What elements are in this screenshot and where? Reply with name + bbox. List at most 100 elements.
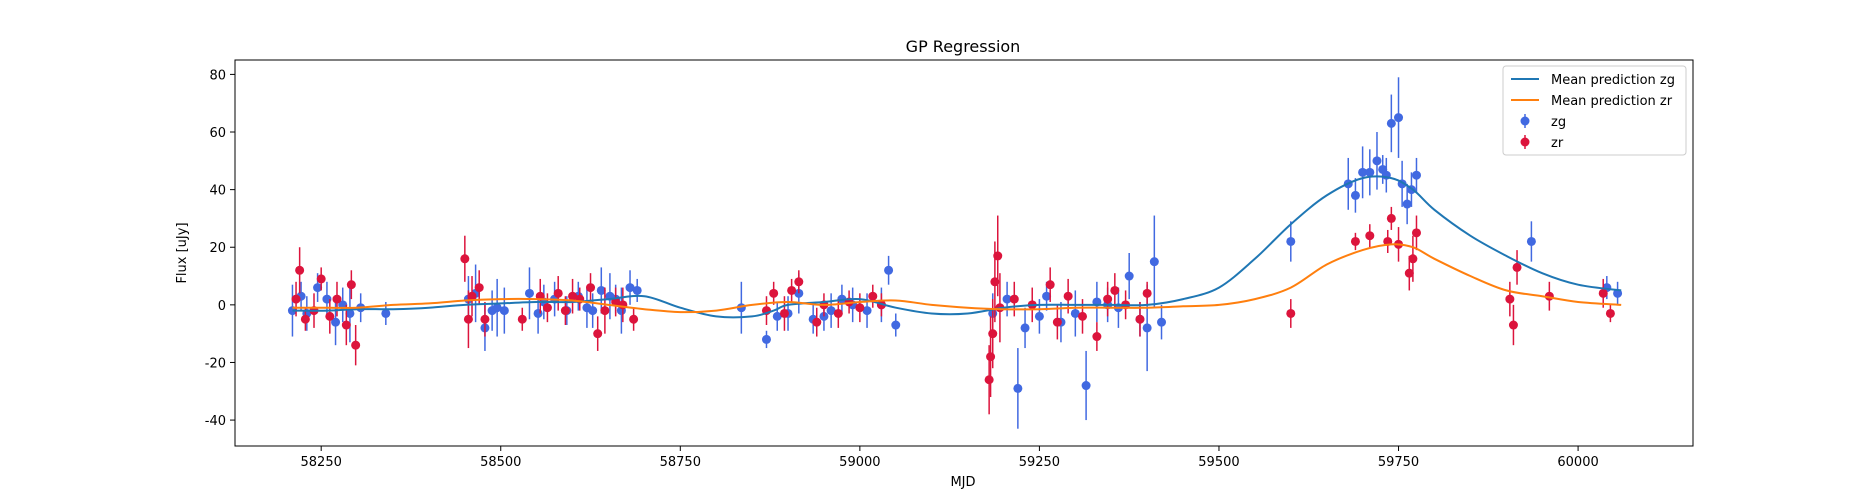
zr-point: [769, 288, 779, 298]
zg-point: [533, 308, 543, 318]
legend-swatch-zr: [1520, 137, 1530, 147]
zg-point: [345, 308, 355, 318]
y-tick-label: 40: [209, 184, 226, 199]
zg-point: [588, 306, 598, 316]
zg-point: [1149, 257, 1159, 267]
zr-point: [1365, 231, 1375, 241]
x-tick-label: 59250: [1019, 455, 1060, 470]
legend: Mean prediction zg Mean prediction zr zg zr: [1502, 65, 1687, 156]
zg-point: [1394, 113, 1404, 123]
zr-point: [480, 314, 490, 324]
zr-point: [351, 340, 361, 350]
zr-point: [291, 294, 301, 304]
x-axis-label: MJD: [950, 475, 975, 490]
zg-point: [884, 265, 894, 275]
zr-point: [517, 314, 527, 324]
zr-point: [794, 277, 804, 287]
zr-point: [463, 314, 473, 324]
zr-point: [855, 303, 865, 313]
legend-box: [1502, 65, 1687, 156]
zr-point: [1052, 317, 1062, 327]
zr-point: [611, 297, 621, 307]
zr-point: [1605, 308, 1615, 318]
line-mean-prediction-zr: [292, 243, 1622, 314]
zg-point: [1034, 311, 1044, 321]
zr-point: [1598, 288, 1608, 298]
zr-point: [593, 329, 603, 339]
zr-point: [1286, 308, 1296, 318]
zr-point: [474, 283, 484, 293]
zr-point: [1078, 311, 1088, 321]
y-axis-label: Flux [uJy]: [175, 222, 190, 283]
zr-point: [984, 375, 994, 385]
zr-point: [295, 265, 305, 275]
zg-point: [625, 283, 635, 293]
x-axis: 58250 58500 58750 59000 59250 59500 59750 60000: [301, 446, 1599, 470]
zr-point: [787, 285, 797, 295]
legend-label-mean-prediction-zg: Mean prediction zg: [1551, 73, 1675, 88]
zr-point: [346, 280, 356, 290]
zg-point: [492, 303, 502, 313]
series-zg: [287, 77, 1623, 429]
zr-point: [325, 311, 335, 321]
zr-point: [1135, 314, 1145, 324]
zr-point: [316, 274, 326, 284]
zr-point: [460, 254, 470, 264]
zg-point: [1365, 167, 1375, 177]
zr-point: [1103, 294, 1113, 304]
zg-point: [772, 311, 782, 321]
zr-point: [1411, 228, 1421, 238]
zg-point: [499, 306, 509, 316]
y-tick-label: 0: [218, 299, 226, 314]
zr-point: [812, 317, 822, 327]
zr-point: [586, 283, 596, 293]
zg-point: [891, 320, 901, 330]
zg-point: [826, 306, 836, 316]
zg-point: [1358, 167, 1368, 177]
zg-point: [632, 285, 642, 295]
zg-point: [1020, 323, 1030, 333]
zr-point: [779, 308, 789, 318]
zg-point: [1526, 236, 1536, 246]
y-tick-label: -20: [205, 356, 226, 371]
zg-point: [1070, 308, 1080, 318]
zr-point: [1142, 288, 1152, 298]
y-tick-label: 20: [209, 241, 226, 256]
plot-area: [287, 77, 1623, 429]
legend-label-zr: zr: [1551, 136, 1564, 151]
zg-point: [1081, 381, 1091, 391]
zg-point: [1350, 190, 1360, 200]
zg-point: [1402, 199, 1412, 209]
zr-point: [868, 291, 878, 301]
x-tick-label: 60000: [1557, 455, 1598, 470]
x-tick-label: 58250: [301, 455, 342, 470]
zr-point: [1045, 280, 1055, 290]
zg-point: [1013, 383, 1023, 393]
y-tick-label: 80: [209, 68, 226, 83]
zg-point: [1157, 317, 1167, 327]
chart-title: GP Regression: [906, 37, 1021, 56]
zr-point: [1110, 285, 1120, 295]
zg-point: [1042, 291, 1052, 301]
zg-point: [524, 288, 534, 298]
legend-swatch-zg: [1520, 116, 1530, 126]
zr-point: [1404, 268, 1414, 278]
zg-point: [1286, 236, 1296, 246]
zr-point: [986, 352, 996, 362]
zg-point: [1124, 271, 1134, 281]
zr-point: [568, 291, 578, 301]
zg-point: [1002, 294, 1012, 304]
zr-point: [1505, 294, 1515, 304]
zr-point: [629, 314, 639, 324]
x-tick-label: 58500: [480, 455, 521, 470]
zr-point: [1386, 213, 1396, 223]
zr-point: [1408, 254, 1418, 264]
zg-point: [313, 283, 323, 293]
zg-point: [1372, 156, 1382, 166]
zr-point: [553, 288, 563, 298]
zr-point: [1512, 262, 1522, 272]
x-tick-label: 59000: [839, 455, 880, 470]
zg-point: [1386, 118, 1396, 128]
zr-point: [332, 294, 342, 304]
